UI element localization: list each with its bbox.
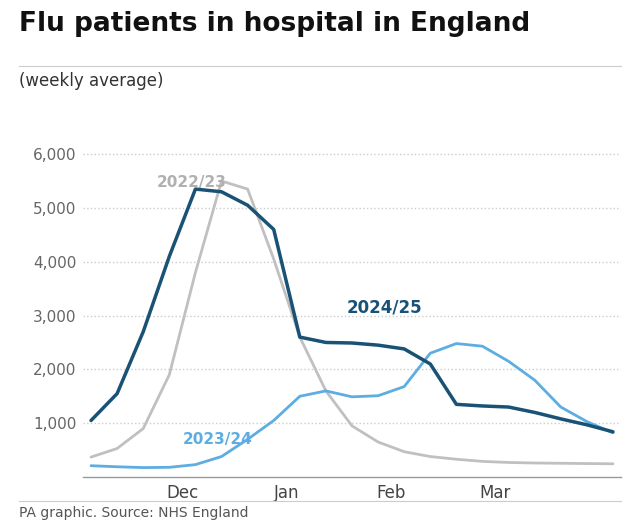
- Text: 2022/23: 2022/23: [156, 174, 226, 190]
- Text: PA graphic. Source: NHS England: PA graphic. Source: NHS England: [19, 506, 249, 520]
- Text: Flu patients in hospital in England: Flu patients in hospital in England: [19, 11, 531, 37]
- Text: (weekly average): (weekly average): [19, 72, 164, 90]
- Text: 2023/24: 2023/24: [182, 432, 252, 447]
- Text: 2024/25: 2024/25: [347, 298, 422, 316]
